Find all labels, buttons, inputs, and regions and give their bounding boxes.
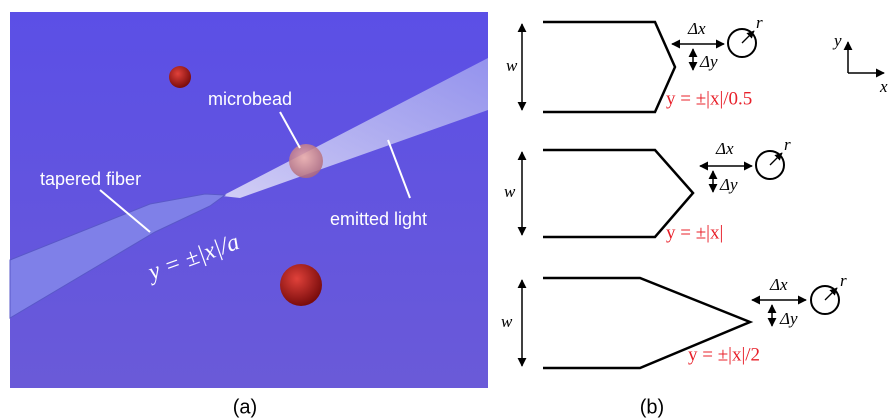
figure: microbead tapered fiber emitted light y … <box>0 0 895 420</box>
axis-label: x <box>879 77 888 96</box>
shape-1: w Δx Δy r y = ±|x|/0.5 <box>506 13 763 112</box>
panel-a: microbead tapered fiber emitted light y … <box>10 12 488 418</box>
label: emitted light <box>330 209 427 229</box>
radius-label: r <box>784 135 791 154</box>
equation: y = ±|x| <box>666 222 723 243</box>
label: microbead <box>208 89 292 109</box>
shape-2: w Δx Δy r y = ±|x| <box>504 135 791 243</box>
panel-b: y x w Δx Δy r y = ±|x|/0.5 w Δx Δy r y =… <box>501 13 888 418</box>
dy-label: Δy <box>699 52 718 71</box>
width-label: w <box>506 56 518 75</box>
width-label: w <box>501 312 513 331</box>
label: tapered fiber <box>40 169 141 189</box>
bead <box>169 66 191 88</box>
dy-label: Δy <box>779 309 798 328</box>
shape-3: w Δx Δy r y = ±|x|/2 <box>501 271 847 368</box>
background <box>10 12 488 388</box>
dx-label: Δx <box>715 139 734 158</box>
dx-label: Δx <box>687 19 706 38</box>
caption: (a) <box>233 396 257 418</box>
radius-label: r <box>756 13 763 32</box>
caption: (b) <box>640 396 664 418</box>
dy-label: Δy <box>719 175 738 194</box>
bead <box>280 264 322 306</box>
equation: y = ±|x|/0.5 <box>666 88 752 109</box>
microbead <box>289 144 323 178</box>
width-label: w <box>504 182 516 201</box>
axis-label: y <box>832 31 842 50</box>
dx-label: Δx <box>769 275 788 294</box>
radius-label: r <box>840 271 847 290</box>
equation: y = ±|x|/2 <box>688 344 760 365</box>
axes-glyph: y x <box>832 31 888 96</box>
